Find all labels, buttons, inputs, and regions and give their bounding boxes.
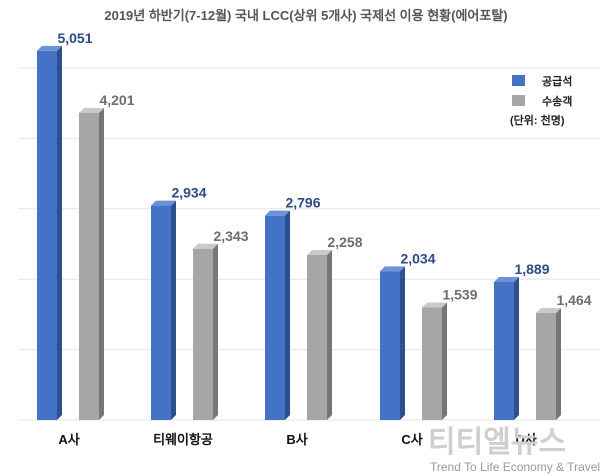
- bar-side: [57, 45, 62, 421]
- bar-side: [400, 266, 405, 420]
- bar-front: [422, 307, 442, 420]
- bar-carried: [422, 302, 447, 420]
- bar-front: [307, 254, 327, 420]
- category-label: A사: [58, 432, 79, 447]
- bar-side: [514, 276, 519, 420]
- data-label: 4,201: [99, 92, 134, 108]
- data-label: 2,034: [400, 250, 435, 266]
- bar-carried: [193, 243, 218, 420]
- unit-note: (단위: 천명): [510, 113, 565, 127]
- bar-front: [151, 205, 171, 420]
- bar-top: [151, 200, 176, 206]
- watermark-logo-text: 티티엘뉴스: [428, 426, 566, 459]
- bar-front: [380, 271, 400, 420]
- watermark: 티티엘뉴스 Trend To Life Economy & Travel: [428, 426, 600, 474]
- bar-front: [193, 248, 213, 420]
- data-label: 5,051: [57, 30, 92, 46]
- bars: [37, 45, 561, 421]
- bar-supply: [265, 210, 290, 420]
- bar-top: [265, 210, 290, 216]
- bar-top: [380, 266, 405, 272]
- data-label: 2,796: [285, 195, 320, 211]
- value-labels: 5,051 4,201 2,934 2,343 2,796 2,258 2,034 1,539…: [57, 30, 591, 308]
- legend-swatch-carried: [512, 95, 525, 106]
- bar-top: [422, 302, 447, 308]
- bar-side: [171, 200, 176, 420]
- bar-supply: [380, 266, 405, 420]
- legend-label-carried: 수송객: [542, 94, 572, 108]
- data-label: 2,934: [171, 185, 206, 201]
- bar-side: [285, 210, 290, 420]
- category-label: 티웨이항공: [153, 432, 213, 447]
- category-label: C사: [401, 432, 422, 447]
- chart-title: 2019년 하반기(7-12월) 국내 LCC(상위 5개사) 국제선 이용 현…: [104, 8, 507, 23]
- bar-side: [327, 249, 332, 420]
- data-label: 1,539: [442, 287, 477, 303]
- bar-front: [494, 281, 514, 420]
- bar-carried: [536, 308, 561, 420]
- bar-top: [193, 243, 218, 249]
- data-label: 1,464: [556, 292, 591, 308]
- bar-carried: [79, 108, 104, 420]
- watermark-tagline: Trend To Life Economy & Travel: [430, 460, 600, 474]
- legend-label-supply: 공급석: [542, 74, 572, 88]
- bar-front: [79, 113, 99, 420]
- bar-supply: [151, 200, 176, 420]
- bar-top: [37, 45, 62, 51]
- legend-swatch-supply: [512, 75, 525, 86]
- legend: 공급석 수송객 (단위: 천명): [510, 74, 572, 127]
- bar-carried: [307, 249, 332, 420]
- bar-side: [99, 108, 104, 420]
- bar-supply: [37, 45, 62, 421]
- bar-supply: [494, 276, 519, 420]
- bar-front: [536, 313, 556, 420]
- data-label: 1,889: [514, 261, 549, 277]
- bar-top: [79, 108, 104, 114]
- bar-side: [556, 308, 561, 420]
- bar-top: [536, 308, 561, 314]
- bar-top: [307, 249, 332, 255]
- bar-side: [213, 243, 218, 420]
- data-label: 2,258: [327, 234, 362, 250]
- bar-side: [442, 302, 447, 420]
- category-label: B사: [286, 432, 307, 447]
- category-labels: A사 티웨이항공 B사 C사 D사: [58, 432, 536, 447]
- bar-top: [494, 276, 519, 282]
- bar-front: [37, 50, 57, 421]
- data-label: 2,343: [213, 228, 248, 244]
- bar-front: [265, 215, 285, 420]
- category-label: D사: [515, 432, 536, 447]
